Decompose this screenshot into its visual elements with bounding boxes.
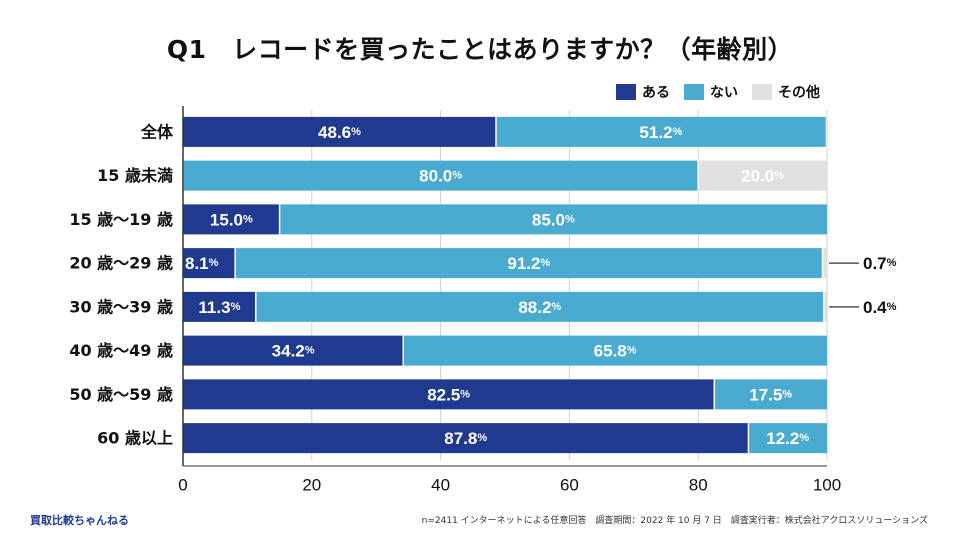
value-label-4-1: 88.2% (518, 297, 561, 316)
legend-swatch-yes (616, 84, 636, 100)
value-label-1-2: 20.0% (741, 166, 784, 185)
value-label-5-1: 65.8% (594, 341, 637, 360)
bar-segment-0-1 (495, 116, 826, 147)
x-tick-label-40: 40 (431, 476, 450, 495)
legend-item-yes: ある (616, 82, 670, 102)
bar-segment-4-1 (255, 291, 824, 322)
category-label-3: 20 歳〜29 歳 (69, 254, 173, 273)
bar-segment-7-0 (183, 423, 749, 454)
bar-segment-3-1 (235, 248, 823, 279)
category-label-4: 30 歳〜39 歳 (69, 297, 173, 316)
chart-title: Q1 レコードを買ったことはありますか？（年齢別） (166, 35, 794, 64)
legend-label-yes: ある (642, 85, 670, 101)
category-label-6: 50 歳〜59 歳 (69, 385, 173, 404)
value-label-7-1: 12.2% (766, 429, 809, 448)
bar-segment-5-0 (183, 335, 404, 366)
value-label-0-1: 51.2% (639, 122, 682, 141)
value-label-4-0: 11.3% (198, 297, 240, 316)
bar-segment-4-2 (823, 291, 827, 322)
category-label-1: 15 歳未満 (97, 166, 173, 185)
value-label-6-0: 82.5% (427, 385, 470, 404)
bar-segment-3-0 (183, 248, 236, 279)
bar-segment-3-2 (822, 248, 827, 279)
category-label-5: 40 歳〜49 歳 (69, 341, 173, 360)
legend: ある ない その他 (616, 82, 820, 102)
legend-label-other: その他 (778, 85, 820, 101)
bar-segment-2-0 (183, 204, 280, 235)
value-label-3-2: 0.7% (863, 254, 897, 273)
bar-segment-0-0 (183, 116, 496, 147)
legend-label-no: ない (710, 85, 738, 101)
legend-swatch-other (752, 84, 772, 100)
bar-segment-7-1 (748, 423, 827, 454)
legend-item-no: ない (684, 82, 738, 102)
x-tick-label-0: 0 (178, 476, 187, 495)
bar-segment-4-0 (183, 291, 256, 322)
bar-segment-1-1 (183, 160, 699, 191)
value-label-4-2: 0.4% (863, 297, 897, 316)
value-label-5-0: 34.2% (272, 341, 315, 360)
value-label-1-1: 80.0% (419, 166, 462, 185)
x-tick-label-60: 60 (560, 476, 579, 495)
bar-segment-5-1 (403, 335, 827, 366)
category-label-7: 60 歳以上 (97, 429, 173, 448)
value-label-2-1: 85.0% (532, 210, 575, 229)
bar-segment-1-2 (698, 160, 827, 191)
value-label-7-0: 87.8% (444, 429, 487, 448)
survey-note: n=2411 インターネットによる任意回答 調査期間：2022 年 10 月 7… (421, 516, 928, 526)
bar-segment-6-0 (183, 379, 715, 410)
value-label-3-0: 8.1% (185, 254, 219, 273)
value-label-0-0: 48.6% (318, 122, 361, 141)
category-label-0: 全体 (140, 122, 174, 141)
x-tick-label-100: 100 (813, 476, 841, 495)
bar-segment-6-1 (714, 379, 827, 410)
brand-footer: 買取比較ちゃんねる (30, 514, 129, 527)
value-label-2-0: 15.0% (210, 210, 253, 229)
x-tick-label-20: 20 (302, 476, 321, 495)
legend-item-other: その他 (752, 82, 820, 102)
category-label-2: 15 歳〜19 歳 (69, 210, 173, 229)
x-tick-label-80: 80 (689, 476, 708, 495)
value-label-6-1: 17.5% (749, 385, 792, 404)
bar-segment-2-1 (279, 204, 828, 235)
value-label-3-1: 91.2% (507, 254, 550, 273)
legend-swatch-no (684, 84, 704, 100)
